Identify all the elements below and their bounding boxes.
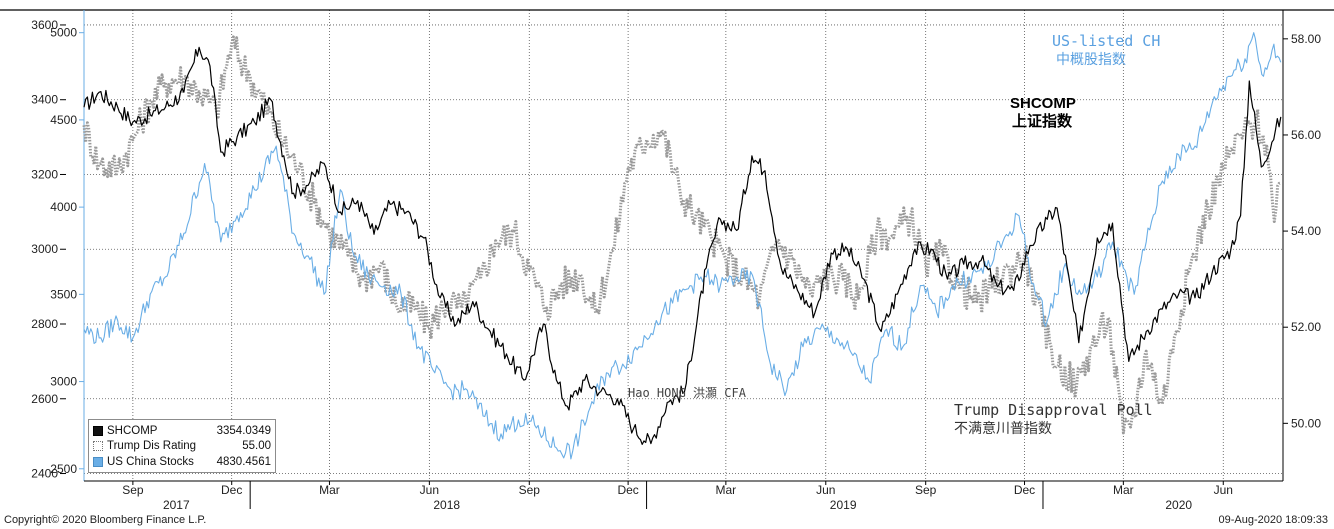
legend-value: 3354.0349 bbox=[216, 424, 271, 437]
copyright-text: Copyright© 2020 Bloomberg Finance L.P. bbox=[4, 514, 207, 526]
x-tick-label: Mar bbox=[716, 483, 737, 497]
x-year-label: 2017 bbox=[163, 498, 190, 512]
legend-label: SHCOMP bbox=[107, 424, 158, 437]
left-outer-tick-label: 3400 bbox=[31, 93, 58, 107]
x-tick-label: Dec bbox=[1014, 483, 1035, 497]
left-inner-tick-label: 2500 bbox=[50, 462, 77, 476]
x-tick-label: Jun bbox=[420, 483, 439, 497]
right-tick-label: 54.00 bbox=[1291, 224, 1321, 238]
left-outer-tick-label: 3600 bbox=[31, 18, 58, 32]
legend-item-us-china-stocks: US China Stocks 4830.4561 bbox=[93, 454, 271, 470]
left-inner-tick-label: 3000 bbox=[50, 375, 77, 389]
right-tick-label: 52.00 bbox=[1291, 320, 1321, 334]
annotation-poll-cn: 不满意川普指数 bbox=[954, 420, 1052, 437]
left-outer-tick-label: 2600 bbox=[31, 392, 58, 406]
annotation-shcomp: SHCOMP bbox=[1010, 95, 1076, 112]
legend-value: 4830.4561 bbox=[216, 455, 271, 468]
x-tick-label: Mar bbox=[1113, 483, 1134, 497]
timestamp-text: 09-Aug-2020 18:09:33 bbox=[1218, 514, 1328, 526]
annotation-author: Hao HONG 洪灝 CFA bbox=[628, 385, 747, 400]
x-year-label: 2019 bbox=[830, 498, 857, 512]
x-tick-label: Dec bbox=[221, 483, 242, 497]
x-tick-label: Dec bbox=[617, 483, 638, 497]
left-inner-tick-label: 4500 bbox=[50, 113, 77, 127]
annotation-poll: Trump Disapproval Poll bbox=[954, 401, 1153, 419]
x-tick-label: Jun bbox=[816, 483, 835, 497]
legend-swatch-us-china bbox=[93, 456, 103, 467]
legend-value: 55.00 bbox=[242, 440, 271, 453]
grid-lines bbox=[84, 10, 1283, 481]
legend-item-shcomp: SHCOMP 3354.0349 bbox=[93, 423, 271, 439]
series-line-shcomp bbox=[83, 46, 1282, 445]
legend-swatch-trump bbox=[93, 441, 103, 452]
left-inner-tick-label: 3500 bbox=[50, 287, 77, 301]
x-tick-label: Jun bbox=[1214, 483, 1233, 497]
x-tick-label: Sep bbox=[122, 483, 144, 497]
series-lines bbox=[82, 32, 1282, 460]
x-tick-label: Sep bbox=[519, 483, 541, 497]
right-tick-label: 50.00 bbox=[1291, 416, 1321, 430]
left-inner-tick-label: 4000 bbox=[50, 200, 77, 214]
annotation-shcomp-cn: 上证指数 bbox=[1012, 112, 1073, 130]
x-year-label: 2018 bbox=[433, 498, 460, 512]
left-outer-tick-label: 2800 bbox=[31, 317, 58, 331]
series-line-trump-dis-rating bbox=[82, 35, 1282, 435]
legend-item-trump-dis-rating: Trump Dis Rating 55.00 bbox=[93, 439, 271, 455]
legend: SHCOMP 3354.0349 Trump Dis Rating 55.00 … bbox=[88, 419, 276, 473]
series-line-us-china-stocks bbox=[83, 32, 1282, 460]
legend-label: Trump Dis Rating bbox=[107, 440, 197, 453]
x-year-label: 2020 bbox=[1165, 498, 1192, 512]
right-tick-label: 56.00 bbox=[1291, 128, 1321, 142]
x-tick-label: Sep bbox=[915, 483, 937, 497]
left-outer-tick-label: 3200 bbox=[31, 167, 58, 181]
annotation-us-listed-cn: 中概股指数 bbox=[1056, 52, 1126, 68]
left-inner-tick-label: 5000 bbox=[50, 26, 77, 40]
legend-swatch-shcomp bbox=[93, 425, 103, 436]
annotations: US-listed CH 中概股指数 SHCOMP 上证指数 Hao HONG … bbox=[628, 32, 1160, 437]
axes: Sep Dec Mar Jun Sep Dec Mar Jun Sep Dec Mar Jun 2017… bbox=[0, 9, 1334, 512]
left-outer-tick-label: 2400 bbox=[31, 467, 58, 481]
annotation-us-listed: US-listed CH bbox=[1052, 32, 1160, 50]
x-tick-label: Mar bbox=[319, 483, 340, 497]
right-tick-label: 58.00 bbox=[1291, 32, 1321, 46]
left-outer-tick-label: 3000 bbox=[31, 242, 58, 256]
legend-label: US China Stocks bbox=[107, 455, 194, 468]
